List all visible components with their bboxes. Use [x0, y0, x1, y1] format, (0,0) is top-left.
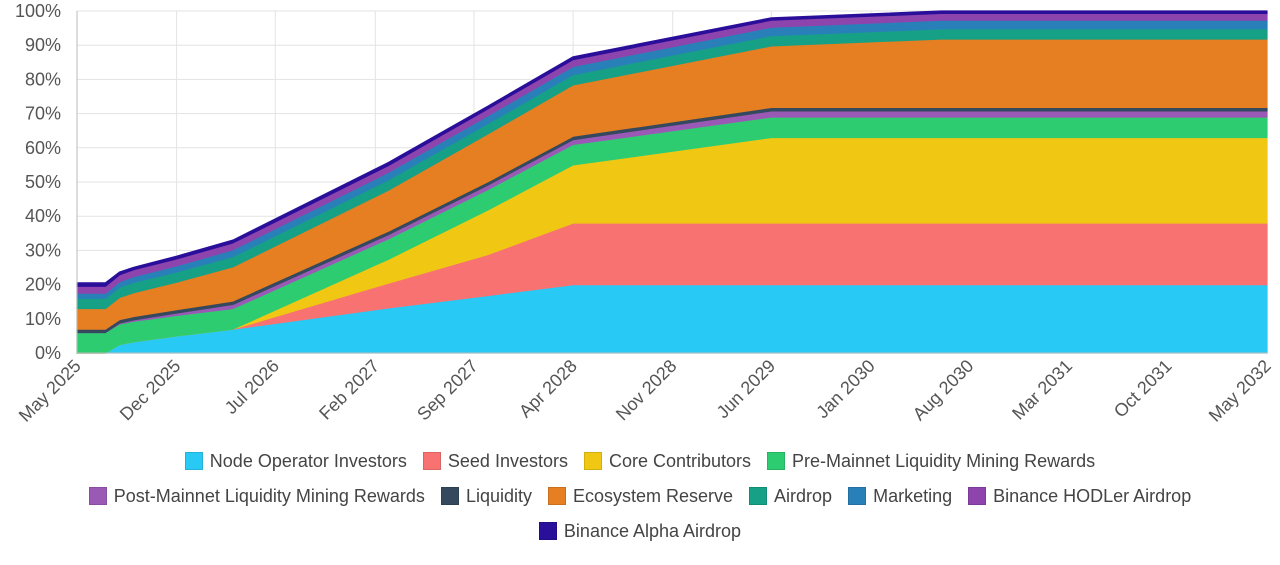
y-tick-label: 80% — [25, 69, 61, 89]
legend-item-seed-investors[interactable]: Seed Investors — [422, 450, 568, 472]
legend-swatch — [767, 452, 786, 470]
y-tick-label: 30% — [25, 240, 61, 260]
legend-label: Marketing — [873, 485, 953, 506]
legend-row: Node Operator Investors Seed Investors Cor… — [0, 450, 1280, 472]
legend-item-airdrop[interactable]: Airdrop — [749, 485, 832, 507]
area-binance-alpha-airdrop[interactable]: Binance Alpha Airdrop — [76, 10, 1268, 287]
x-tick-label: Apr 2028 — [515, 356, 581, 422]
legend-row: Binance Alpha Airdrop — [0, 520, 1280, 542]
legend-label: Core Contributors — [608, 450, 752, 471]
legend-label: Node Operator Investors — [209, 450, 407, 471]
legend-swatch — [184, 452, 203, 470]
legend-item-binance-alpha-airdrop[interactable]: Binance Alpha Airdrop — [538, 520, 742, 542]
legend-label: Seed Investors — [447, 450, 568, 471]
x-tick-label: Jan 2030 — [812, 356, 879, 423]
x-tick-label: Oct 2031 — [1110, 356, 1176, 422]
legend-label: Binance HODLer Airdrop — [993, 485, 1192, 506]
legend-label: Pre-Mainnet Liquidity Mining Rewards — [792, 450, 1096, 471]
y-tick-label: 20% — [25, 275, 61, 295]
legend-item-post-mainnet-liquidity-mining-rewards[interactable]: Post-Mainnet Liquidity Mining Rewards — [88, 485, 425, 507]
legend-swatch — [848, 487, 867, 505]
legend-item-node-operator-investors[interactable]: Node Operator Investors — [184, 450, 407, 472]
legend-swatch — [547, 487, 566, 505]
x-tick-label: Nov 2028 — [612, 356, 681, 425]
y-tick-label: 90% — [25, 35, 61, 55]
x-tick-label: May 2025 — [15, 356, 85, 426]
y-tick-label: 60% — [25, 138, 61, 158]
legend-swatch — [968, 487, 987, 505]
x-tick-label: Aug 2030 — [909, 356, 978, 425]
y-tick-label: 50% — [25, 172, 61, 192]
legend-label: Airdrop — [774, 485, 833, 506]
legend-swatch — [583, 452, 602, 470]
legend-item-pre-mainnet-liquidity-mining-rewards[interactable]: Pre-Mainnet Liquidity Mining Rewards — [767, 450, 1095, 472]
x-tick-label: Jul 2026 — [221, 356, 283, 418]
legend: Node Operator Investors Seed Investors Cor… — [0, 450, 1280, 542]
x-tick-label: Mar 2031 — [1008, 356, 1076, 424]
x-tick-label: Feb 2027 — [315, 356, 383, 424]
y-tick-label: 40% — [25, 206, 61, 226]
legend-item-ecosystem-reserve[interactable]: Ecosystem Reserve — [547, 485, 734, 507]
legend-item-liquidity[interactable]: Liquidity — [440, 485, 532, 507]
y-tick-label: 10% — [25, 309, 61, 329]
y-tick-label: 0% — [35, 343, 61, 363]
y-tick-label: 70% — [25, 104, 61, 124]
legend-swatch — [749, 487, 768, 505]
legend-swatch — [422, 452, 441, 470]
x-tick-label: Jun 2029 — [713, 356, 780, 423]
legend-swatch — [88, 487, 107, 505]
legend-label: Binance Alpha Airdrop — [563, 520, 742, 541]
y-tick-label: 100% — [15, 1, 61, 21]
legend-swatch — [440, 487, 459, 505]
x-tick-label: May 2032 — [1205, 356, 1275, 426]
legend-swatch — [538, 522, 557, 540]
legend-item-marketing[interactable]: Marketing — [848, 485, 952, 507]
legend-label: Liquidity — [465, 485, 532, 506]
legend-label: Ecosystem Reserve — [572, 485, 734, 506]
legend-item-binance-hodler-airdrop[interactable]: Binance HODLer Airdrop — [968, 485, 1191, 507]
x-tick-label: Dec 2025 — [116, 356, 185, 425]
legend-row: Post-Mainnet Liquidity Mining Rewards Liq… — [0, 485, 1280, 507]
legend-item-core-contributors[interactable]: Core Contributors — [583, 450, 752, 472]
legend-label: Post-Mainnet Liquidity Mining Rewards — [113, 485, 425, 506]
x-tick-label: Sep 2027 — [413, 356, 482, 425]
